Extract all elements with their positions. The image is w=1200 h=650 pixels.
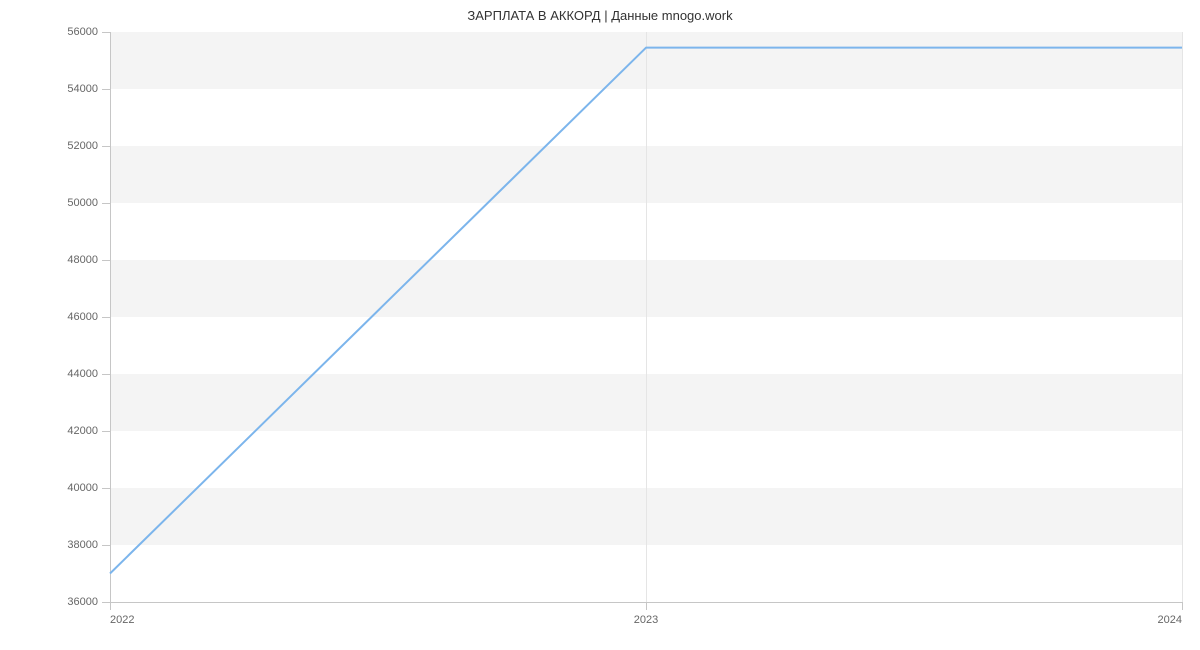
chart-title: ЗАРПЛАТА В АККОРД | Данные mnogo.work — [0, 8, 1200, 23]
x-tick-mark — [646, 602, 647, 610]
x-tick-label: 2022 — [110, 614, 134, 626]
y-tick-label: 50000 — [0, 197, 98, 209]
y-tick-mark — [102, 488, 110, 489]
chart-plot-area — [110, 32, 1182, 602]
x-tick-label: 2023 — [634, 614, 658, 626]
y-tick-label: 40000 — [0, 482, 98, 494]
y-tick-label: 38000 — [0, 539, 98, 551]
y-tick-mark — [102, 146, 110, 147]
y-tick-label: 56000 — [0, 26, 98, 38]
y-tick-label: 46000 — [0, 311, 98, 323]
y-tick-label: 48000 — [0, 254, 98, 266]
y-tick-mark — [102, 602, 110, 603]
series-line-salary — [110, 48, 1182, 574]
y-tick-mark — [102, 203, 110, 204]
y-tick-label: 36000 — [0, 596, 98, 608]
y-tick-mark — [102, 32, 110, 33]
y-tick-label: 54000 — [0, 83, 98, 95]
y-tick-mark — [102, 545, 110, 546]
y-tick-label: 44000 — [0, 368, 98, 380]
y-tick-label: 52000 — [0, 140, 98, 152]
y-tick-mark — [102, 89, 110, 90]
y-tick-label: 42000 — [0, 425, 98, 437]
x-tick-label: 2024 — [1158, 614, 1182, 626]
salary-line-chart: ЗАРПЛАТА В АККОРД | Данные mnogo.work 36… — [0, 0, 1200, 650]
y-tick-mark — [102, 374, 110, 375]
y-tick-mark — [102, 260, 110, 261]
x-tick-mark — [110, 602, 111, 610]
x-tick-mark — [1182, 602, 1183, 610]
x-gridline — [1182, 32, 1183, 602]
y-tick-mark — [102, 317, 110, 318]
y-tick-mark — [102, 431, 110, 432]
chart-line-series — [110, 32, 1182, 602]
